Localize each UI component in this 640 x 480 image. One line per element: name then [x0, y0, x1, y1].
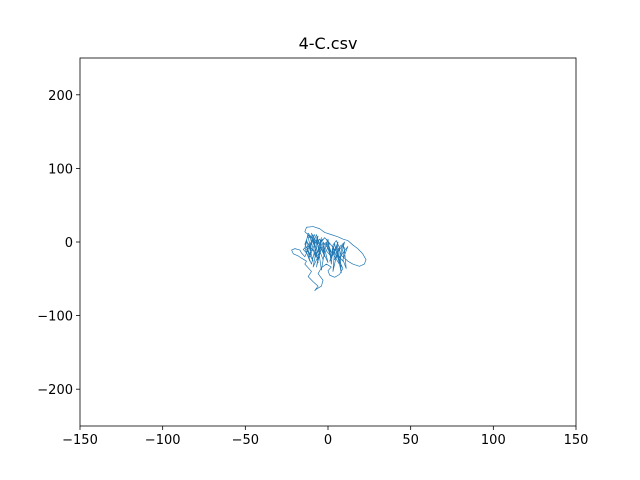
y-tick-label: 200 [48, 89, 73, 104]
series-layer [291, 226, 367, 291]
y-tick-label: −200 [37, 383, 73, 398]
y-tick-label: 0 [65, 236, 73, 251]
chart-title: 4-C.csv [299, 34, 358, 53]
x-tick-label: 150 [564, 433, 589, 448]
x-tick-label: −150 [62, 433, 98, 448]
series-line [291, 226, 367, 291]
y-tick-label: 100 [48, 162, 73, 177]
x-axis: −150 −100 −50 0 50 100 150 [62, 426, 588, 448]
y-tick-label: −100 [37, 310, 73, 325]
y-axis: −200 −100 0 100 200 [37, 89, 80, 398]
x-tick-label: 0 [324, 433, 332, 448]
x-tick-label: −100 [145, 433, 181, 448]
x-tick-label: −50 [232, 433, 259, 448]
x-tick-label: 100 [481, 433, 506, 448]
x-tick-label: 50 [402, 433, 419, 448]
